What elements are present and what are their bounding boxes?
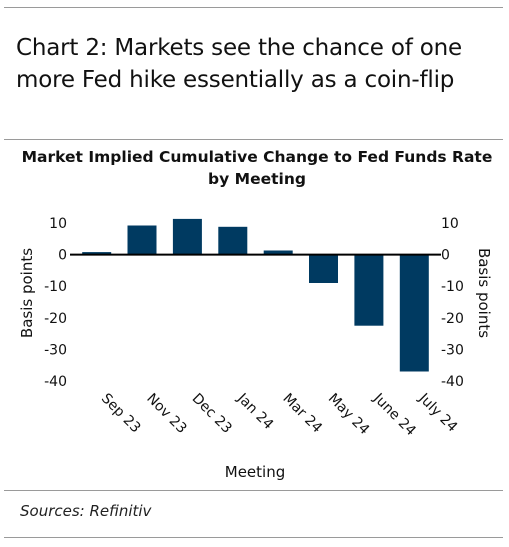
bar-dec-23 [172,218,202,255]
bar-june-24 [354,254,384,326]
y-tick-left: 10 [49,216,67,232]
y-tick-right: -10 [441,279,464,295]
y-tick-right: -30 [441,342,464,358]
x-axis-label: Meeting [225,463,285,481]
right-axis-ticks: 10 0 -10 -20 -30 -40 [441,216,464,390]
x-tick-label: June 24 [369,390,418,439]
y-tick-right: 0 [441,248,450,264]
title-rule [4,139,503,140]
x-tick-label: Sep 23 [98,391,144,437]
y-tick-left: -30 [44,342,67,358]
bar-july-24 [399,254,429,372]
x-tick-label: Nov 23 [143,391,189,437]
y-tick-right: -20 [441,311,464,327]
page-title: Chart 2: Markets see the chance of one m… [16,35,462,93]
x-tick-label: July 24 [415,390,461,436]
y-tick-right: 10 [441,216,459,232]
bar-jan-24 [218,226,248,255]
chart-title: Market Implied Cumulative Change to Fed … [21,148,493,188]
x-tick-label: Jan 24 [233,390,276,433]
x-tick-label: May 24 [325,391,373,439]
bar-nov-23 [127,225,157,255]
bottom-rule [4,537,503,538]
y-tick-left: 0 [58,248,67,264]
y-axis-label-left: Basis points [18,248,36,338]
bar-mar-24 [263,250,293,255]
footer-rule [4,490,503,491]
x-tick-label: Dec 23 [189,391,235,437]
y-tick-left: -10 [44,279,67,295]
bars-group [82,218,429,372]
source-note: Sources: Refinitiv [20,502,152,520]
left-axis-ticks: 10 0 -10 -20 -30 -40 [44,216,67,390]
top-rule [4,7,503,8]
y-tick-left: -40 [44,374,67,390]
bar-sep-23 [82,252,112,255]
y-axis-label-right: Basis points [475,248,493,338]
x-tick-label: Mar 24 [279,391,325,437]
y-tick-right: -40 [441,374,464,390]
bar-may-24 [309,254,338,283]
y-tick-left: -20 [44,311,67,327]
